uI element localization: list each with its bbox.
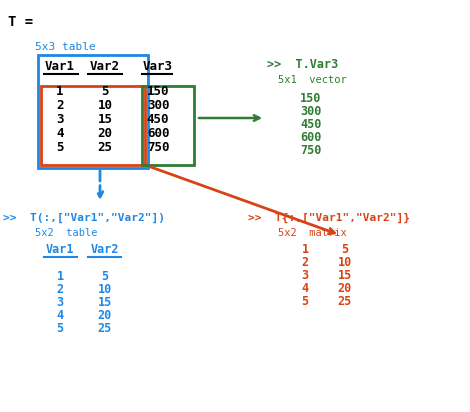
Text: 600: 600 — [300, 131, 321, 144]
Text: 3: 3 — [56, 296, 63, 309]
Text: Var2: Var2 — [91, 243, 119, 256]
Text: Var1: Var1 — [45, 60, 75, 73]
Text: Var3: Var3 — [143, 60, 173, 73]
Text: 5: 5 — [301, 295, 309, 308]
Text: 20: 20 — [98, 309, 112, 322]
Text: 1: 1 — [301, 243, 309, 256]
Text: 10: 10 — [97, 99, 112, 112]
Text: 3: 3 — [56, 113, 64, 126]
Text: 5: 5 — [56, 322, 63, 335]
Text: 10: 10 — [338, 256, 352, 269]
Text: 2: 2 — [56, 99, 64, 112]
Text: 4: 4 — [301, 282, 309, 295]
Text: 15: 15 — [98, 296, 112, 309]
Text: 2: 2 — [56, 283, 63, 296]
Text: Var1: Var1 — [46, 243, 74, 256]
Bar — [38, 55, 148, 168]
Text: 750: 750 — [147, 141, 169, 154]
Text: >>  T{:,["Var1","Var2"]}: >> T{:,["Var1","Var2"]} — [248, 213, 410, 223]
Text: 450: 450 — [300, 118, 321, 131]
Text: 10: 10 — [98, 283, 112, 296]
Text: 5x1  vector: 5x1 vector — [278, 75, 347, 85]
Text: 150: 150 — [300, 92, 321, 105]
Text: Var2: Var2 — [90, 60, 120, 73]
Text: 5x3 table: 5x3 table — [35, 42, 96, 52]
Text: T =: T = — [8, 15, 33, 29]
Text: >>  T(:,["Var1","Var2"]): >> T(:,["Var1","Var2"]) — [3, 213, 165, 223]
Text: 5: 5 — [102, 270, 109, 283]
Text: 2: 2 — [301, 256, 309, 269]
Text: 25: 25 — [98, 322, 112, 335]
Text: 3: 3 — [301, 269, 309, 282]
Bar — [142, 86, 194, 165]
Text: 5: 5 — [101, 85, 109, 98]
Text: 5x2  table: 5x2 table — [35, 228, 97, 238]
Text: 1: 1 — [56, 85, 64, 98]
Text: 300: 300 — [300, 105, 321, 118]
Text: 5: 5 — [56, 141, 64, 154]
Text: 20: 20 — [97, 127, 112, 140]
Text: 4: 4 — [56, 309, 63, 322]
Text: 750: 750 — [300, 144, 321, 157]
Text: 150: 150 — [147, 85, 169, 98]
Text: 5x2  matrix: 5x2 matrix — [278, 228, 347, 238]
Bar — [41, 86, 145, 165]
Text: 15: 15 — [338, 269, 352, 282]
Text: 4: 4 — [56, 127, 64, 140]
Text: 15: 15 — [97, 113, 112, 126]
Text: >>  T.Var3: >> T.Var3 — [267, 58, 338, 71]
Text: 1: 1 — [56, 270, 63, 283]
Text: 450: 450 — [147, 113, 169, 126]
Text: 600: 600 — [147, 127, 169, 140]
Text: 25: 25 — [338, 295, 352, 308]
Text: 5: 5 — [341, 243, 349, 256]
Text: 300: 300 — [147, 99, 169, 112]
Text: 25: 25 — [97, 141, 112, 154]
Text: 20: 20 — [338, 282, 352, 295]
